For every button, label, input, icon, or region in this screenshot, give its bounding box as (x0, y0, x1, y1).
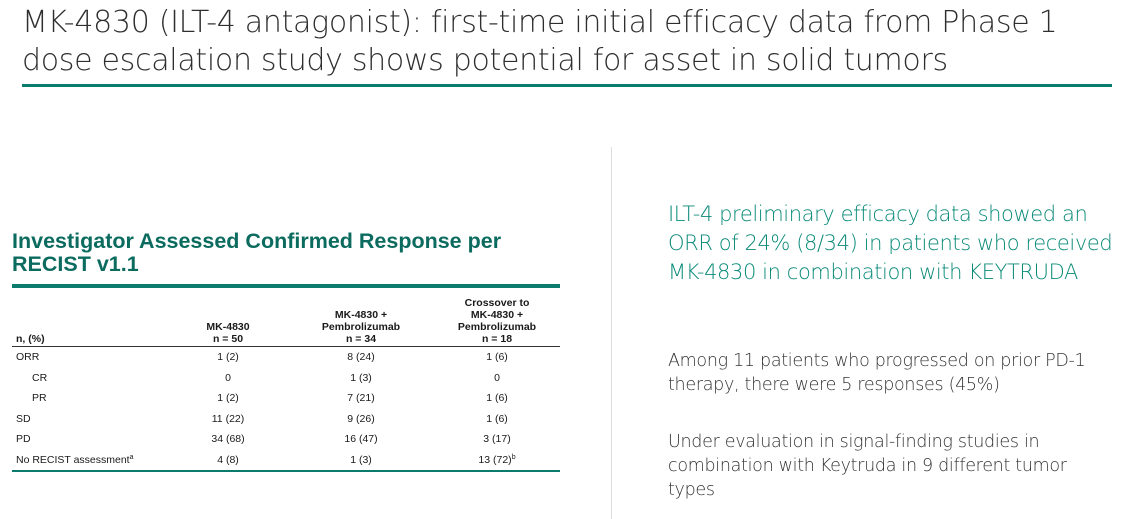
slide-title: MK-4830 (ILT-4 antagonist): first-time i… (22, 5, 1058, 78)
column-divider (611, 147, 612, 519)
body-paragraph: Among 11 patients who progressed on prio… (668, 351, 1086, 395)
response-table: n, (%) MK-4830 n = 50 MK-4830 + Pembroli… (12, 288, 560, 346)
header-mk4830: MK-4830 n = 50 (206, 321, 250, 345)
table-cell: 8 (24) (347, 351, 375, 363)
table-cell: 0 (225, 371, 231, 384)
table-heading: Investigator Assessed Confirmed Response… (12, 229, 502, 276)
table-cell: 16 (47) (344, 433, 378, 445)
response-table-body: ORR 1 (2) 8 (24) 1 (6) CR 0 1 (3) 0 PR 1… (12, 347, 560, 470)
table-cell: 9 (26) (347, 412, 375, 425)
table-cell: 7 (21) (347, 392, 375, 404)
row-label: No RECIST assessmenta (16, 453, 134, 466)
footnote-marker: b (511, 453, 516, 461)
table-cell: 1 (3) (350, 453, 372, 466)
table-header-row: n, (%) MK-4830 n = 50 MK-4830 + Pembroli… (12, 288, 560, 346)
table-cell: 4 (8) (217, 453, 239, 466)
table-row-no-recist: No RECIST assessmenta 4 (8) 1 (3) 13 (72… (12, 450, 560, 471)
table-row-orr: ORR 1 (2) 8 (24) 1 (6) (12, 347, 560, 368)
table-cell: 11 (22) (211, 412, 245, 425)
table-row-pd: PD 34 (68) 16 (47) 3 (17) (12, 429, 560, 450)
table-cell: 34 (68) (211, 433, 245, 445)
table-cell: 1 (6) (486, 412, 508, 425)
table-cell: 1 (6) (486, 351, 508, 363)
table-cell: 1 (2) (217, 351, 239, 363)
key-takeaways-panel: ILT-4 preliminary efficacy data showed a… (668, 200, 1118, 500)
title-underline (22, 84, 1112, 87)
highlight-statement: ILT-4 preliminary efficacy data showed a… (668, 202, 1113, 284)
table-cell: 3 (17) (483, 433, 511, 445)
row-label: PD (16, 433, 31, 445)
table-row-pr: PR 1 (2) 7 (21) 1 (6) (12, 388, 560, 409)
table-cell: 13 (72)b (478, 453, 516, 466)
row-label: CR (32, 371, 48, 384)
table-cell: 1 (3) (350, 371, 372, 384)
table-cell: 0 (494, 371, 500, 384)
table-bottom-rule (12, 470, 560, 472)
table-cell: 1 (2) (217, 392, 239, 404)
row-label: ORR (16, 351, 40, 363)
header-mk4830-pembrolizumab: MK-4830 + Pembrolizumab n = 34 (321, 309, 401, 345)
header-crossover: Crossover to MK-4830 + Pembrolizumab n =… (457, 297, 537, 345)
table-header-rule (12, 346, 560, 347)
table-cell: 1 (6) (486, 392, 508, 404)
row-label: PR (32, 392, 47, 404)
table-row-sd: SD 11 (22) 9 (26) 1 (6) (12, 409, 560, 430)
footnote-marker: a (129, 453, 134, 461)
table-row-cr: CR 0 1 (3) 0 (12, 368, 560, 389)
header-label: n, (%) (16, 333, 45, 345)
table-top-rule (12, 284, 560, 288)
body-paragraph: Under evaluation in signal-finding studi… (668, 432, 1067, 500)
response-table-container: n, (%) MK-4830 n = 50 MK-4830 + Pembroli… (12, 284, 560, 472)
row-label: SD (16, 412, 31, 425)
